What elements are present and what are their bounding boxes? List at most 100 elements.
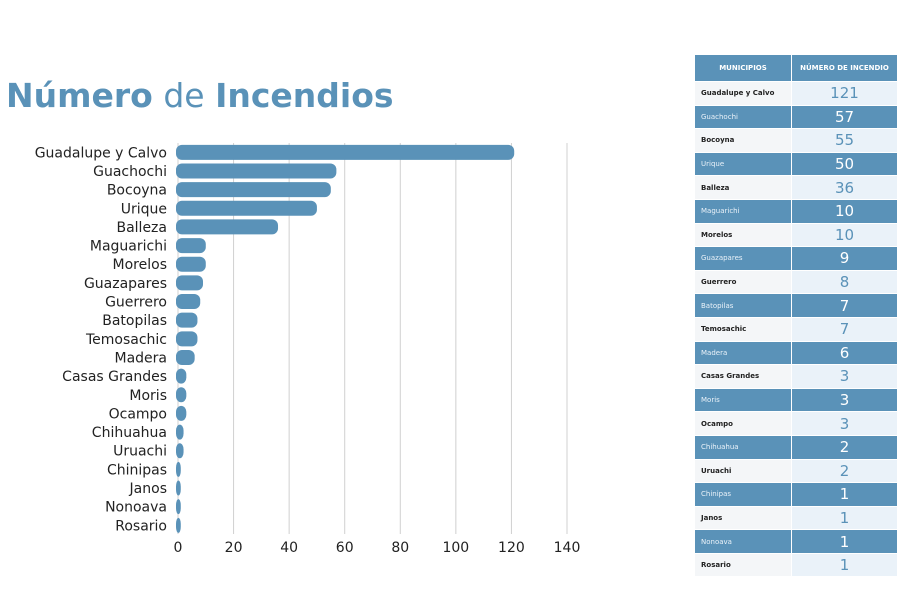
x-tick-label: 100 bbox=[442, 540, 469, 556]
category-label: Rosario bbox=[115, 518, 167, 534]
incendios-cell: 7 bbox=[791, 293, 897, 318]
municipio-cell: Guachochi bbox=[695, 105, 792, 130]
municipio-cell: Urique bbox=[695, 152, 792, 177]
municipio-cell: Maguarichi bbox=[695, 199, 792, 224]
title-part-numero: Número bbox=[6, 76, 153, 115]
table-row: Bocoyna 55 bbox=[695, 128, 897, 153]
bar bbox=[176, 331, 198, 347]
title-part-incendios: Incendios bbox=[215, 76, 394, 115]
incendios-cell: 121 bbox=[791, 81, 897, 106]
header-municipios: MUNICIPIOS bbox=[695, 55, 792, 82]
incendios-cell: 2 bbox=[791, 459, 897, 484]
bar bbox=[176, 275, 204, 291]
table-row: Guerrero 8 bbox=[695, 270, 897, 295]
municipio-cell: Janos bbox=[695, 506, 792, 531]
municipio-cell: Guerrero bbox=[695, 270, 792, 295]
bar bbox=[176, 480, 181, 496]
table-row: Nonoava 1 bbox=[695, 529, 897, 554]
category-label: Urique bbox=[121, 201, 167, 217]
incendios-cell: 50 bbox=[791, 152, 897, 177]
incendios-cell: 1 bbox=[791, 553, 897, 578]
category-label: Casas Grandes bbox=[62, 369, 167, 385]
table-row: Morelos 10 bbox=[695, 223, 897, 248]
bar bbox=[176, 256, 206, 272]
table-row: Moris 3 bbox=[695, 388, 897, 413]
incendios-cell: 6 bbox=[791, 341, 897, 366]
table-row: Guazapares 9 bbox=[695, 246, 897, 271]
category-label: Nonoava bbox=[105, 500, 167, 516]
category-label: Janos bbox=[129, 481, 167, 497]
bar bbox=[176, 144, 515, 160]
x-tick-label: 20 bbox=[225, 540, 243, 556]
x-tick-label: 0 bbox=[174, 540, 183, 556]
incendios-cell: 2 bbox=[791, 435, 897, 460]
municipio-cell: Guadalupe y Calvo bbox=[695, 81, 792, 106]
table-row: Temosachic 7 bbox=[695, 317, 897, 342]
category-label: Guachochi bbox=[93, 164, 167, 180]
category-label: Moris bbox=[129, 388, 167, 404]
incendios-cell: 8 bbox=[791, 270, 897, 295]
category-label: Chinipas bbox=[107, 462, 167, 478]
chart-title: Número de Incendios bbox=[6, 76, 394, 115]
incendios-cell: 1 bbox=[791, 506, 897, 531]
municipio-cell: Uruachi bbox=[695, 459, 792, 484]
bar bbox=[176, 405, 187, 421]
table-row: Casas Grandes 3 bbox=[695, 364, 897, 389]
category-label: Madera bbox=[115, 350, 168, 366]
category-label: Temosachic bbox=[85, 332, 167, 348]
header-numero: NÚMERO DE INCENDIO bbox=[791, 55, 897, 82]
table-row: Maguarichi 10 bbox=[695, 199, 897, 224]
x-tick-label: 140 bbox=[554, 540, 581, 556]
category-label: Batopilas bbox=[102, 313, 167, 329]
incendios-cell: 1 bbox=[791, 482, 897, 507]
incendios-cell: 36 bbox=[791, 175, 897, 200]
municipio-cell: Temosachic bbox=[695, 317, 792, 342]
incendios-cell: 10 bbox=[791, 223, 897, 248]
category-label: Ocampo bbox=[109, 406, 167, 422]
municipio-cell: Nonoava bbox=[695, 529, 792, 554]
category-label: Balleza bbox=[116, 220, 167, 236]
municipio-cell: Madera bbox=[695, 341, 792, 366]
municipio-cell: Ocampo bbox=[695, 411, 792, 436]
table-row: Uruachi 2 bbox=[695, 459, 897, 484]
table-row: Chihuahua 2 bbox=[695, 435, 897, 460]
category-label: Bocoyna bbox=[107, 183, 167, 199]
municipio-cell: Bocoyna bbox=[695, 128, 792, 153]
category-label: Morelos bbox=[113, 257, 167, 273]
incendios-cell: 55 bbox=[791, 128, 897, 153]
title-part-de: de bbox=[152, 76, 216, 115]
incendios-cell: 10 bbox=[791, 199, 897, 224]
table-row: Madera 6 bbox=[695, 341, 897, 366]
table-row: Chinipas 1 bbox=[695, 482, 897, 507]
incendios-cell: 7 bbox=[791, 317, 897, 342]
bar bbox=[176, 163, 337, 179]
bar bbox=[176, 238, 206, 254]
x-tick-label: 120 bbox=[498, 540, 525, 556]
bar bbox=[176, 312, 198, 328]
table-row: Batopilas 7 bbox=[695, 293, 897, 318]
category-label: Uruachi bbox=[113, 444, 167, 460]
table-header-row: MUNICIPIOS NÚMERO DE INCENDIO bbox=[695, 55, 897, 82]
municipio-cell: Guazapares bbox=[695, 246, 792, 271]
bar bbox=[176, 443, 184, 459]
incendios-cell: 1 bbox=[791, 529, 897, 554]
bar bbox=[176, 182, 331, 198]
municipio-cell: Chihuahua bbox=[695, 435, 792, 460]
category-label: Guerrero bbox=[105, 295, 167, 311]
x-tick-label: 40 bbox=[280, 540, 298, 556]
bar bbox=[176, 499, 181, 515]
municipio-cell: Morelos bbox=[695, 223, 792, 248]
table-row: Ocampo 3 bbox=[695, 411, 897, 436]
municipio-cell: Moris bbox=[695, 388, 792, 413]
municipio-cell: Batopilas bbox=[695, 293, 792, 318]
bar bbox=[176, 424, 184, 440]
municipios-table: MUNICIPIOS NÚMERO DE INCENDIO Guadalupe … bbox=[695, 55, 897, 578]
x-tick-label: 60 bbox=[336, 540, 354, 556]
category-label: Chihuahua bbox=[92, 425, 167, 441]
table-row: Urique 50 bbox=[695, 152, 897, 177]
category-label: Maguarichi bbox=[90, 239, 167, 255]
bar bbox=[176, 294, 201, 310]
bar bbox=[176, 517, 181, 533]
table-row: Guachochi 57 bbox=[695, 105, 897, 130]
municipio-cell: Casas Grandes bbox=[695, 364, 792, 389]
